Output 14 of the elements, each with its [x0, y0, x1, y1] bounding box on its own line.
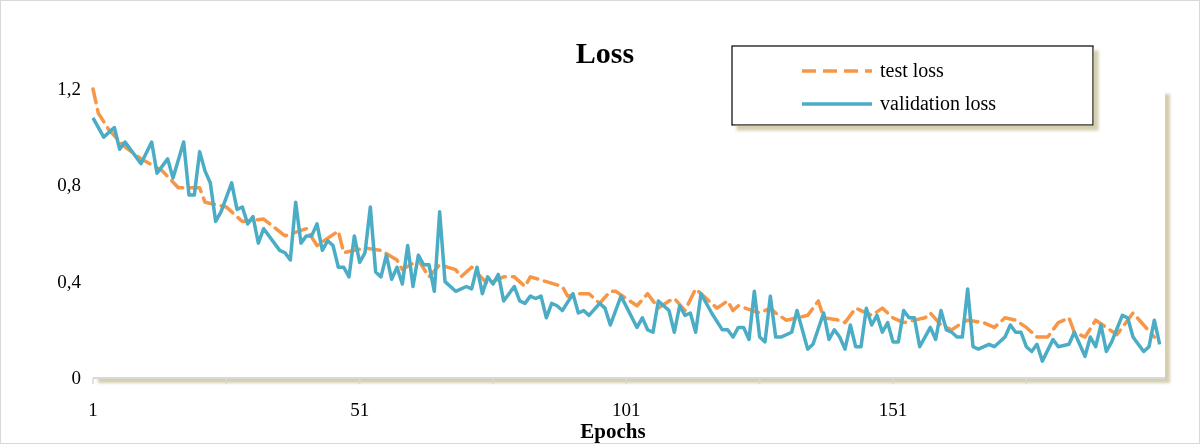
line-series	[91, 87, 1157, 339]
x-tick-label: 101	[612, 399, 641, 420]
line-series	[91, 116, 1162, 363]
chart-title: Loss	[575, 36, 635, 69]
x-tick-label: 151	[878, 399, 908, 420]
y-tick-label: 0,8	[57, 174, 81, 196]
x-tick-label: 51	[350, 399, 370, 420]
x-tick-label: 1	[88, 399, 98, 420]
legend-label: test loss	[880, 59, 945, 81]
y-tick-label: 0,4	[57, 270, 82, 292]
y-tick-label: 1,2	[57, 78, 81, 99]
y-tick-label: 0	[71, 367, 81, 388]
x-axis-title: Epochs	[580, 419, 646, 443]
legend-label: validation loss	[880, 92, 997, 114]
